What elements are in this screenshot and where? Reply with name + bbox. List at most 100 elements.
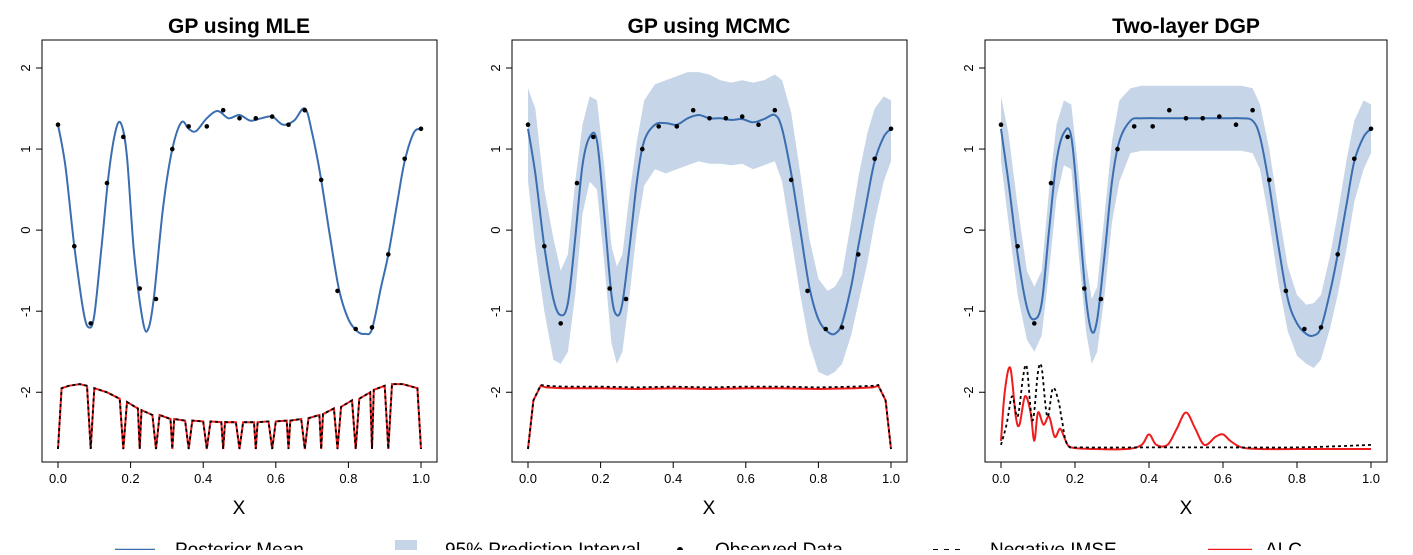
alc-line [528,386,891,449]
observed-point [591,135,596,140]
observed-point [221,108,226,113]
observed-point [137,286,142,291]
legend-label: ALC [1265,540,1302,550]
legend-entry: 95% Prediction Interval [395,540,640,550]
observed-point [402,157,407,162]
prediction-interval-band [1001,86,1371,368]
y-tick-label: -1 [18,305,33,317]
y-tick-label: 2 [18,64,33,71]
x-tick-label: 0.4 [1140,471,1158,486]
x-tick-label: 1.0 [1362,471,1380,486]
legend-entry: Observed Data [677,540,843,550]
observed-point [319,178,324,183]
alc-line [1001,367,1371,449]
observed-point [186,124,191,129]
observed-point [56,122,61,127]
observed-point [1099,297,1104,302]
observed-point [542,244,547,249]
legend-label: 95% Prediction Interval [445,540,640,550]
x-tick-label: 0.8 [1288,471,1306,486]
plot-area [56,108,424,449]
observed-point [1267,178,1272,183]
y-tick-label: -2 [488,386,503,398]
legend-label: Observed Data [715,540,843,550]
observed-point [1200,116,1205,121]
observed-point [353,327,358,332]
observed-point [303,108,308,113]
x-tick-label: 1.0 [412,471,430,486]
observed-point [237,116,242,121]
observed-point [1150,124,1155,129]
observed-point [386,252,391,257]
panel-title: GP using MLE [168,15,310,38]
observed-point [691,108,696,113]
observed-point [1352,157,1357,162]
observed-point [756,122,761,127]
observed-point [1234,122,1239,127]
legend-entry: Posterior Mean [115,540,304,550]
observed-point [640,147,645,152]
y-tick-label: -2 [961,386,976,398]
legend-swatch-band [395,540,417,550]
observed-point [1319,325,1324,330]
observed-point [335,289,340,294]
observed-point [707,116,712,121]
observed-point [789,178,794,183]
x-tick-label: 0.2 [592,471,610,486]
negative-imse-line [528,385,891,449]
observed-point [1115,147,1120,152]
legend-label: Negative IMSE [990,540,1117,550]
x-tick-label: 0.2 [122,471,140,486]
x-tick-label: 0.4 [664,471,682,486]
observed-point [840,325,845,330]
observed-point [1217,114,1222,119]
posterior-mean-line [58,108,421,334]
y-tick-label: 0 [488,227,503,234]
x-tick-label: 1.0 [882,471,900,486]
observed-point [675,124,680,129]
observed-point [88,321,93,326]
x-tick-label: 0.2 [1066,471,1084,486]
observed-point [1184,116,1189,121]
y-tick-label: 1 [961,145,976,152]
observed-point [575,181,580,186]
observed-point [254,116,259,121]
observed-point [72,244,77,249]
x-axis-label: X [1180,498,1193,519]
plot-area [999,86,1374,450]
observed-point [154,297,159,302]
observed-point [1369,127,1374,132]
observed-point [1302,327,1307,332]
observed-point [270,114,275,119]
observed-point [1032,321,1037,326]
observed-point [1167,108,1172,113]
observed-point [805,289,810,294]
observed-point [724,116,729,121]
x-tick-label: 0.0 [992,471,1010,486]
x-tick-label: 0.8 [809,471,827,486]
y-tick-label: 1 [488,145,503,152]
plot-area [526,72,894,449]
observed-point [1049,181,1054,186]
observed-point [1284,289,1289,294]
y-tick-label: -1 [488,305,503,317]
observed-point [740,114,745,119]
x-tick-label: 0.6 [267,471,285,486]
legend-entry: Negative IMSE [933,540,1117,550]
legend-entry: ALC [1208,540,1302,550]
x-axis-label: X [233,498,246,519]
observed-point [889,127,894,132]
observed-point [105,181,110,186]
observed-point [856,252,861,257]
observed-point [823,327,828,332]
x-tick-label: 0.0 [519,471,537,486]
x-tick-label: 0.6 [737,471,755,486]
observed-point [1015,244,1020,249]
y-tick-label: 1 [18,145,33,152]
observed-point [286,122,291,127]
observed-point [773,108,778,113]
